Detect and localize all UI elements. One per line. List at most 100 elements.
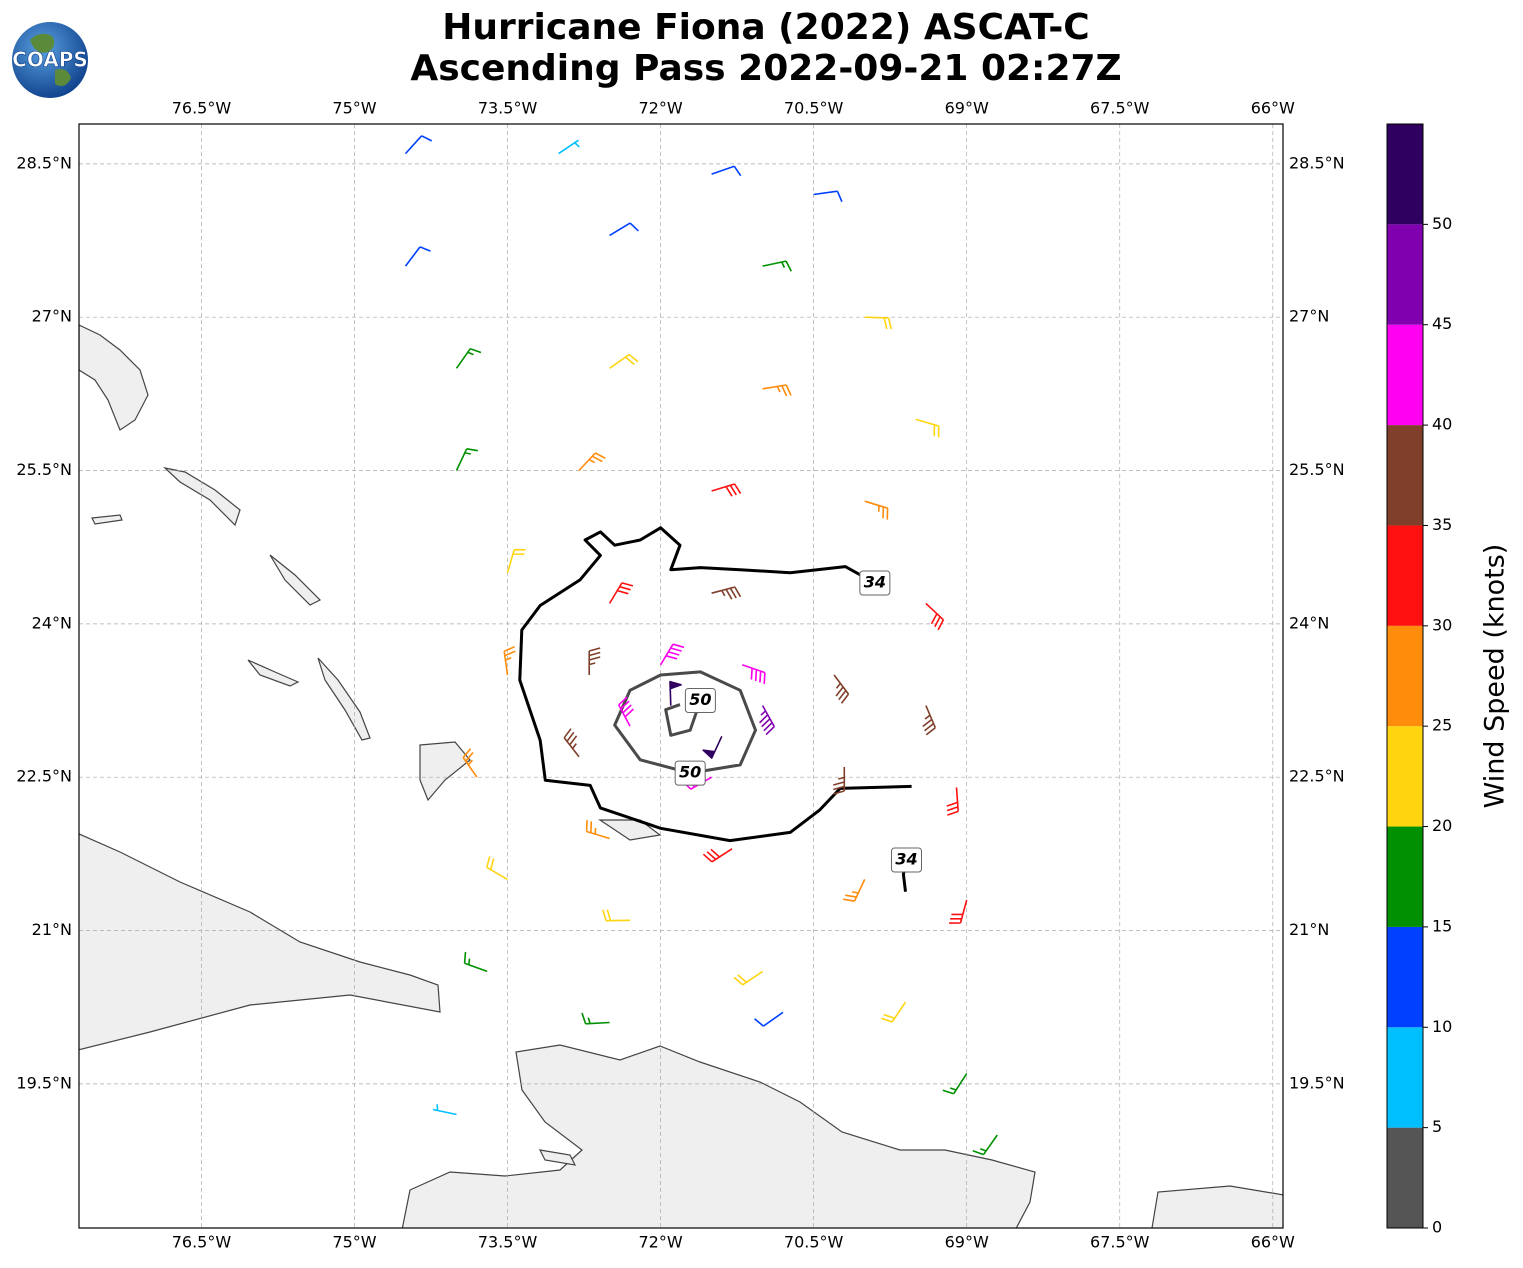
- wind-barb: [462, 748, 478, 778]
- contour-label: 50: [689, 690, 711, 709]
- colorbar-tick-label: 0: [1432, 1218, 1442, 1237]
- wind-barb: [563, 728, 580, 758]
- y-tick-label: 24°N: [32, 613, 72, 632]
- contour-line: [518, 526, 912, 843]
- wind-barb: [813, 190, 843, 203]
- wind-barb: [864, 500, 889, 520]
- hispaniola: [401, 1044, 1036, 1228]
- wind-barb: [578, 452, 606, 472]
- x-tick-label: 70.5°W: [784, 99, 844, 118]
- x-tick-label: 76.5°W: [172, 99, 232, 118]
- wind-barb: [759, 705, 775, 736]
- contour-line: [613, 670, 757, 775]
- colorbar-segment: [1387, 224, 1423, 325]
- x-tick-label: 75°W: [332, 99, 376, 118]
- wind-barb: [881, 1001, 907, 1023]
- colorbar-segment: [1387, 425, 1423, 526]
- x-tick-label: 69°W: [945, 99, 989, 118]
- wind-barb: [463, 951, 488, 973]
- wind-barb: [942, 1073, 968, 1095]
- contour-label-box: [859, 570, 891, 596]
- wind-barb: [915, 418, 940, 438]
- x-tick-label: 72°W: [638, 1233, 682, 1252]
- y-tick-label: 21°N: [32, 920, 72, 939]
- wind-barb: [925, 602, 945, 631]
- contour-label-box: [890, 847, 922, 873]
- colorbar-segment: [1387, 324, 1423, 426]
- wind-barb: [711, 165, 742, 177]
- y-tick-label: 27°N: [32, 307, 72, 326]
- barb-layer: [404, 135, 998, 1156]
- contour-label: 34: [895, 850, 917, 869]
- colorbar-segment: [1387, 525, 1423, 626]
- colorbar-segment: [1387, 625, 1423, 727]
- y-tick-label: 25.5°N: [1289, 460, 1345, 479]
- colorbar-tick-label: 45: [1432, 314, 1452, 333]
- colorbar-tick-label: 20: [1432, 816, 1452, 835]
- x-tick-label: 69°W: [945, 1233, 989, 1252]
- y-tick-label: 22.5°N: [1289, 767, 1345, 786]
- wind-barb: [455, 347, 482, 369]
- wind-barb: [922, 705, 937, 736]
- wind-barb: [588, 647, 601, 675]
- contour-label: 34: [864, 572, 886, 591]
- colorbar-tick-label: 35: [1432, 515, 1452, 534]
- wind-barb: [833, 674, 850, 704]
- logo-land: [30, 33, 71, 86]
- puerto-rico: [1151, 1185, 1283, 1228]
- wind-barb: [558, 139, 580, 155]
- x-tick-label: 73.5°W: [478, 1233, 538, 1252]
- acklins: [247, 659, 300, 687]
- wind-barb: [833, 767, 846, 795]
- contour-label: 50: [679, 763, 701, 782]
- chart-subtitle: Ascending Pass 2022-09-21 02:27Z: [410, 48, 1121, 89]
- x-tick-label: 75°W: [332, 1233, 376, 1252]
- colorbar-tick-label: 50: [1432, 214, 1452, 233]
- colorbar-segment: [1387, 726, 1423, 827]
- wind-barb: [432, 1104, 457, 1116]
- colorbar: 0 5 10 15 20 25 30 35 40 45 50: [1386, 123, 1452, 1237]
- colorbar-segment: [1387, 124, 1423, 225]
- x-tick-label: 66°W: [1251, 99, 1295, 118]
- x-tick-label: 73.5°W: [478, 99, 538, 118]
- land-layer: [79, 324, 1283, 1228]
- contour-label-box: [674, 760, 706, 786]
- wind-barb: [711, 586, 742, 600]
- wind-barb: [503, 645, 516, 676]
- wind-barb: [702, 848, 733, 863]
- y-tick-label: 19.5°N: [16, 1073, 72, 1092]
- y-tick-label: 19.5°N: [1289, 1073, 1345, 1092]
- wind-barb: [609, 222, 639, 237]
- wind-barb: [455, 448, 479, 471]
- wind-barb: [659, 643, 685, 666]
- wind-barb: [702, 735, 723, 759]
- colorbar-tick-label: 10: [1432, 1017, 1452, 1036]
- wind-barb: [608, 582, 634, 604]
- logo: COAPS: [12, 22, 88, 98]
- wind-barb: [741, 664, 766, 684]
- x-tick-label: 67.5°W: [1090, 99, 1150, 118]
- exuma: [269, 554, 322, 606]
- map-frame: [78, 123, 1284, 1229]
- wind-barb: [581, 1012, 610, 1025]
- wind-barb: [404, 135, 433, 155]
- inagua: [419, 741, 471, 802]
- andros: [79, 324, 149, 431]
- colorbar-frame: [1386, 123, 1424, 1229]
- cuba: [79, 833, 441, 1051]
- wind-barb: [733, 970, 764, 986]
- wind-barb: [617, 696, 634, 727]
- y-tick-label: 22.5°N: [16, 767, 72, 786]
- colorbar-tick-label: 15: [1432, 916, 1452, 935]
- colorbar-segment: [1387, 1027, 1423, 1128]
- wind-barb: [711, 483, 742, 497]
- y-tick-label: 24°N: [1289, 613, 1329, 632]
- wind-barb: [843, 879, 866, 902]
- wind-barb: [762, 260, 793, 272]
- x-tick-label: 70.5°W: [784, 1233, 844, 1252]
- colorbar-tick-label: 5: [1432, 1117, 1442, 1136]
- turks-caicos: [598, 819, 662, 841]
